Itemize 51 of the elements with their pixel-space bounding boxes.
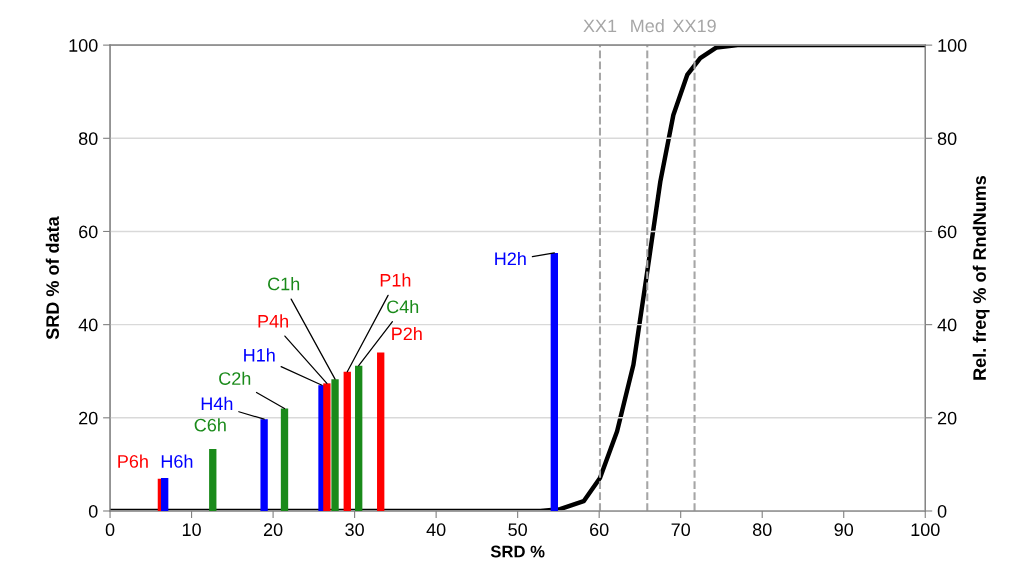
x-tick-label: 10 — [182, 523, 201, 537]
ref-line-label: XX1 — [583, 19, 617, 33]
text: C4h — [387, 299, 419, 314]
text: H1h — [244, 348, 275, 362]
y2-tick-label: 40 — [937, 318, 957, 332]
bar — [323, 383, 331, 511]
x-tick-label: 90 — [834, 523, 854, 537]
x-tick-label: 70 — [671, 523, 691, 537]
text: C2h — [219, 371, 251, 385]
x-tick-label: 80 — [752, 523, 772, 537]
bar — [377, 352, 385, 511]
ref-line-label: XX19 — [672, 19, 716, 33]
bar — [260, 419, 268, 511]
y-tick-label: 0 — [88, 504, 98, 518]
text: P1h — [380, 273, 411, 287]
y2-tick-label: 100 — [938, 39, 967, 52]
y2-tick-label: 60 — [937, 225, 957, 239]
y-tick-label: 60 — [79, 225, 98, 239]
bar — [161, 477, 169, 511]
y-tick-label: 100 — [69, 39, 98, 52]
y-tick-label: 20 — [79, 411, 98, 425]
text: C1h — [268, 277, 300, 291]
y2-axis-title: Rel. freq % of RndNums — [972, 175, 990, 380]
series-label: P2h — [392, 326, 422, 341]
series-label: H6h — [161, 454, 193, 468]
x-tick-label: 100 — [911, 523, 940, 537]
bar — [209, 449, 217, 511]
x-tick-label: 30 — [345, 523, 364, 537]
y2-tick-label: 0 — [937, 504, 947, 518]
y-axis-title: SRD % of data — [45, 216, 59, 340]
x-tick-label: 50 — [508, 523, 527, 537]
x-tick-label: 20 — [263, 523, 283, 537]
text: P4h — [258, 314, 288, 328]
series-label: C6h — [194, 418, 226, 432]
bar — [280, 408, 289, 511]
y-tick-label: 80 — [78, 132, 98, 146]
x-tick-label: 0 — [105, 523, 115, 537]
bar — [550, 252, 558, 511]
series-label: H2h — [495, 251, 526, 266]
bar — [355, 365, 363, 511]
bar — [343, 371, 351, 511]
y2-tick-label: 80 — [937, 132, 957, 146]
x-tick-label: 40 — [426, 523, 446, 537]
ref-line-label: Med — [631, 18, 664, 33]
y-tick-label: 40 — [78, 318, 98, 332]
x-axis-title: SRD % — [490, 545, 545, 558]
x-tick-label: 60 — [590, 523, 609, 537]
series-label: P6h — [118, 454, 148, 468]
y2-tick-label: 20 — [937, 411, 957, 425]
series-label: H4h — [201, 396, 233, 410]
bar — [331, 379, 339, 511]
